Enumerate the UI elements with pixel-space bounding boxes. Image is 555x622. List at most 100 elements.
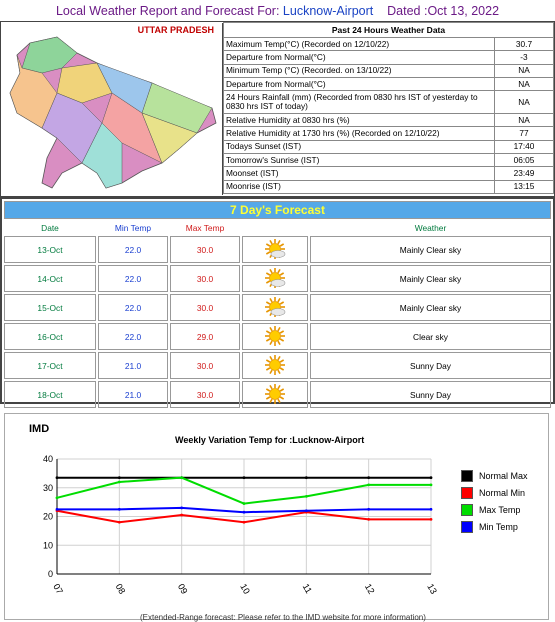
legend-item: Max Temp (461, 501, 528, 518)
report-header: Local Weather Report and Forecast For: L… (0, 0, 555, 22)
y-tick-label: 30 (43, 483, 53, 493)
x-tick-label: 08 (114, 582, 128, 596)
map-title: UTTAR PRADESH (137, 25, 214, 35)
col-weather: Weather (310, 221, 551, 234)
legend-item: Normal Max (461, 467, 528, 484)
past24-row: Relative Humidity at 0830 hrs (%) NA (223, 113, 554, 128)
col-date: Date (4, 221, 96, 234)
data-point (429, 507, 433, 511)
partly-sunny-icon (242, 265, 308, 292)
data-point (242, 520, 246, 524)
past24-label: Todays Sunset (IST) (223, 139, 495, 155)
data-point (367, 507, 371, 511)
legend-item: Min Temp (461, 518, 528, 535)
forecast-date: 18-Oct (4, 381, 96, 408)
temp-line-chart: 0 10 20 30 40 07 08 09 10 11 12 13 (43, 454, 439, 596)
past24-row: Departure from Normal(°C) NA (223, 76, 554, 92)
past24-label: Relative Humidity at 1730 hrs (%) (Recor… (223, 126, 495, 141)
past24-label: Tomorrow's Sunrise (IST) (223, 153, 495, 168)
forecast-min-temp: 22.0 (98, 323, 168, 350)
data-point (55, 496, 59, 500)
past24-row: Todays Sunset (IST) 17:40 (223, 139, 554, 155)
graph-footer: (Extended-Range forecast: Please refer t… (140, 613, 426, 622)
data-point (367, 517, 371, 521)
past24-value: -3 (494, 50, 554, 65)
past24-label: Maximum Temp(°C) (Recorded on 12/10/22) (223, 36, 495, 52)
legend-label: Normal Max (479, 470, 528, 481)
past24-label: Departure from Normal(°C) (223, 76, 495, 92)
col-min-temp: Min Temp (98, 221, 168, 234)
data-point (304, 476, 308, 480)
forecast-max-temp: 30.0 (170, 236, 240, 263)
past24-row: Moonset (IST) 23:49 (223, 166, 554, 181)
past24-label: Departure from Normal(°C) (223, 50, 495, 65)
forecast-weather: Mainly Clear sky (310, 294, 551, 321)
forecast-date: 14-Oct (4, 265, 96, 292)
forecast-row: 16-Oct 22.0 29.0 Clear sky (4, 323, 551, 350)
legend-item: Normal Min (461, 484, 528, 501)
sun-icon (242, 323, 308, 350)
legend-swatch (461, 503, 473, 516)
past24-label: Moonset (IST) (223, 166, 495, 181)
imd-label: IMD (29, 423, 50, 435)
past24-row: Minimum Temp (°C) (Recorded. on 13/10/22… (223, 63, 554, 78)
data-point (367, 476, 371, 480)
forecast-panel: 7 Day's Forecast Date Min Temp Max Temp … (0, 197, 555, 408)
forecast-max-temp: 30.0 (170, 352, 240, 379)
data-point (117, 520, 121, 524)
legend-label: Normal Min (479, 487, 526, 498)
data-point (55, 476, 59, 480)
forecast-weather: Sunny Day (310, 381, 551, 408)
past24-value: NA (494, 76, 554, 92)
weekly-temp-graph: IMD Weekly Variation Temp for :Lucknow-A… (4, 413, 549, 620)
col-max-temp: Max Temp (170, 221, 240, 234)
past24-value: NA (494, 113, 554, 128)
y-tick-label: 10 (43, 540, 53, 550)
past24-label: Minimum Temp (°C) (Recorded. on 13/10/22… (223, 63, 495, 78)
data-point (304, 509, 308, 513)
legend-swatch (461, 469, 473, 482)
forecast-min-temp: 21.0 (98, 352, 168, 379)
sun-icon (242, 381, 308, 408)
partly-sunny-icon (242, 236, 308, 263)
state-map[interactable]: UTTAR PRADESH (2, 23, 223, 195)
partly-sunny-icon (242, 294, 308, 321)
forecast-weather: Mainly Clear sky (310, 236, 551, 263)
data-point (429, 517, 433, 521)
data-point (180, 506, 184, 510)
data-point (242, 510, 246, 514)
y-tick-label: 20 (43, 512, 53, 522)
x-tick-label: 10 (238, 582, 252, 596)
past24-value: 23:49 (494, 166, 554, 181)
x-tick-label: 12 (363, 582, 377, 596)
x-tick-label: 09 (176, 582, 190, 596)
past24-label: 24 Hours Rainfall (mm) (Recorded from 08… (223, 90, 495, 115)
data-point (242, 502, 246, 505)
forecast-max-temp: 30.0 (170, 381, 240, 408)
top-panel: UTTAR PRADESH Past 24 Hours Weather Data… (0, 21, 555, 197)
past24-label: Moonrise (IST) (223, 179, 495, 194)
forecast-date: 16-Oct (4, 323, 96, 350)
past-24h-heading: Past 24 Hours Weather Data (223, 22, 554, 38)
data-point (55, 507, 59, 511)
forecast-row: 13-Oct 22.0 30.0 Mainly Clear sky (4, 236, 551, 263)
data-point (117, 480, 121, 484)
past-24h-weather-data: Past 24 Hours Weather Data Maximum Temp(… (223, 22, 554, 196)
past24-row: Maximum Temp(°C) (Recorded on 12/10/22) 3… (223, 36, 554, 52)
x-tick-label: 07 (51, 582, 65, 596)
forecast-row: 14-Oct 22.0 30.0 Mainly Clear sky (4, 265, 551, 292)
data-point (242, 476, 246, 480)
data-point (117, 507, 121, 511)
chart-legend: Normal Max Normal Min Max Temp Min Temp (461, 467, 528, 535)
data-point (429, 483, 433, 487)
forecast-max-temp: 30.0 (170, 294, 240, 321)
legend-swatch (461, 520, 473, 533)
past24-value: 30.7 (494, 36, 554, 52)
forecast-title: 7 Day's Forecast (4, 201, 551, 219)
legend-label: Max Temp (479, 504, 521, 515)
header-location[interactable]: Lucknow-Airport (282, 4, 374, 18)
forecast-weather: Mainly Clear sky (310, 265, 551, 292)
past24-row: 24 Hours Rainfall (mm) (Recorded from 08… (223, 90, 554, 115)
past24-row: Departure from Normal(°C) -3 (223, 50, 554, 65)
forecast-date: 15-Oct (4, 294, 96, 321)
